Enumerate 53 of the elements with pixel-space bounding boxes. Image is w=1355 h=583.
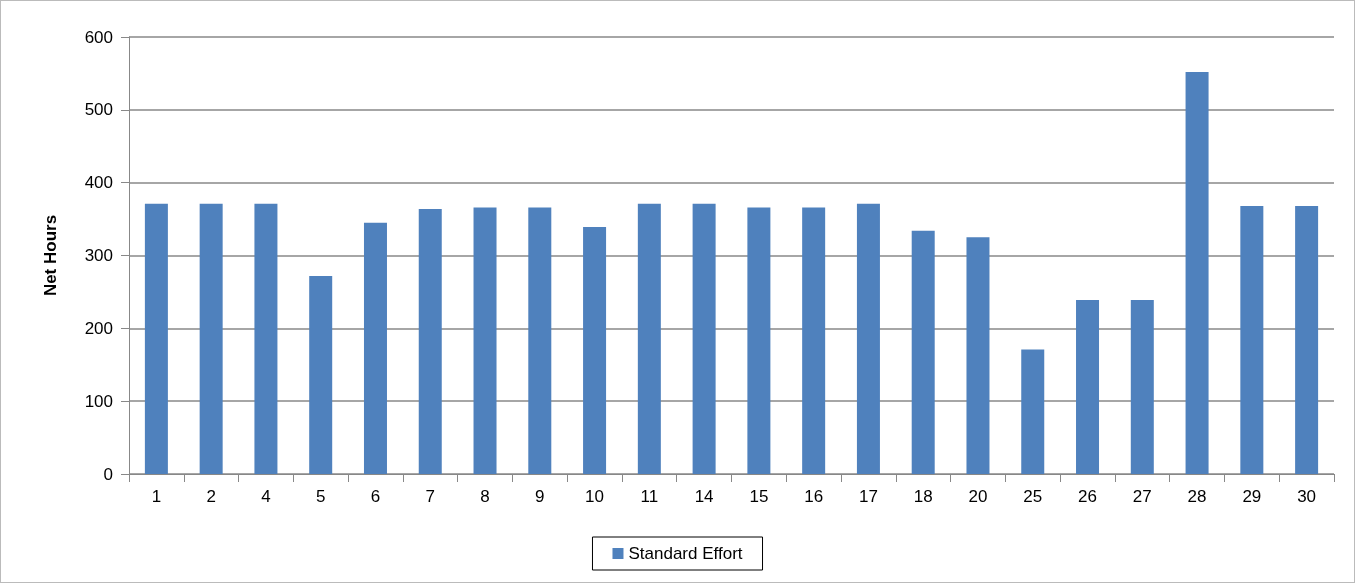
bar bbox=[199, 203, 223, 474]
bar bbox=[1185, 71, 1209, 474]
y-tick-label: 200 bbox=[84, 318, 113, 338]
bar bbox=[1240, 205, 1264, 474]
x-tick-label: 10 bbox=[585, 487, 605, 506]
y-tick-label: 300 bbox=[84, 246, 113, 265]
x-tick-label: 4 bbox=[261, 487, 271, 506]
bar bbox=[254, 203, 278, 474]
y-axis-title: Net Hours bbox=[41, 214, 60, 297]
x-tick-label: 6 bbox=[370, 487, 381, 506]
bar bbox=[747, 207, 771, 474]
bar bbox=[473, 207, 497, 474]
bar bbox=[309, 275, 333, 474]
bar bbox=[856, 203, 880, 474]
x-tick-label: 25 bbox=[1023, 487, 1043, 506]
x-tick-label: 26 bbox=[1078, 487, 1097, 506]
bar bbox=[528, 207, 552, 474]
y-tick-label: 600 bbox=[84, 27, 113, 47]
y-tick-label: 0 bbox=[103, 464, 113, 484]
x-tick-label: 9 bbox=[535, 487, 545, 506]
x-tick-label: 15 bbox=[749, 487, 769, 506]
bar bbox=[966, 237, 990, 474]
bar bbox=[911, 230, 935, 474]
x-tick-label: 17 bbox=[858, 487, 878, 506]
y-tick-label: 400 bbox=[84, 173, 113, 193]
bar bbox=[144, 203, 168, 474]
y-tick-label: 100 bbox=[84, 391, 113, 411]
bar bbox=[1130, 299, 1154, 474]
bar bbox=[1076, 299, 1100, 474]
bar bbox=[802, 207, 826, 474]
x-tick-label: 2 bbox=[206, 487, 216, 506]
x-tick-label: 20 bbox=[968, 487, 988, 506]
x-tick-label: 18 bbox=[913, 487, 933, 506]
x-tick-label: 29 bbox=[1242, 487, 1262, 506]
x-tick-label: 8 bbox=[480, 487, 490, 506]
bar bbox=[1295, 205, 1319, 474]
x-tick-label: 27 bbox=[1132, 487, 1152, 506]
x-tick-label: 11 bbox=[640, 487, 659, 506]
x-tick-label: 1 bbox=[151, 487, 162, 506]
legend-label: Standard Effort bbox=[628, 544, 743, 563]
bar bbox=[583, 227, 607, 474]
y-tick-label: 500 bbox=[84, 100, 113, 120]
x-tick-label: 7 bbox=[425, 487, 435, 506]
bar bbox=[363, 222, 387, 474]
bar bbox=[692, 203, 716, 474]
x-tick-label: 5 bbox=[315, 487, 326, 506]
x-tick-label: 16 bbox=[804, 487, 824, 506]
x-tick-label: 28 bbox=[1187, 487, 1207, 506]
x-tick-label: 30 bbox=[1297, 487, 1317, 506]
bar bbox=[637, 203, 661, 474]
x-tick-label: 14 bbox=[694, 487, 714, 506]
bar bbox=[1021, 349, 1045, 474]
bar bbox=[418, 208, 442, 474]
